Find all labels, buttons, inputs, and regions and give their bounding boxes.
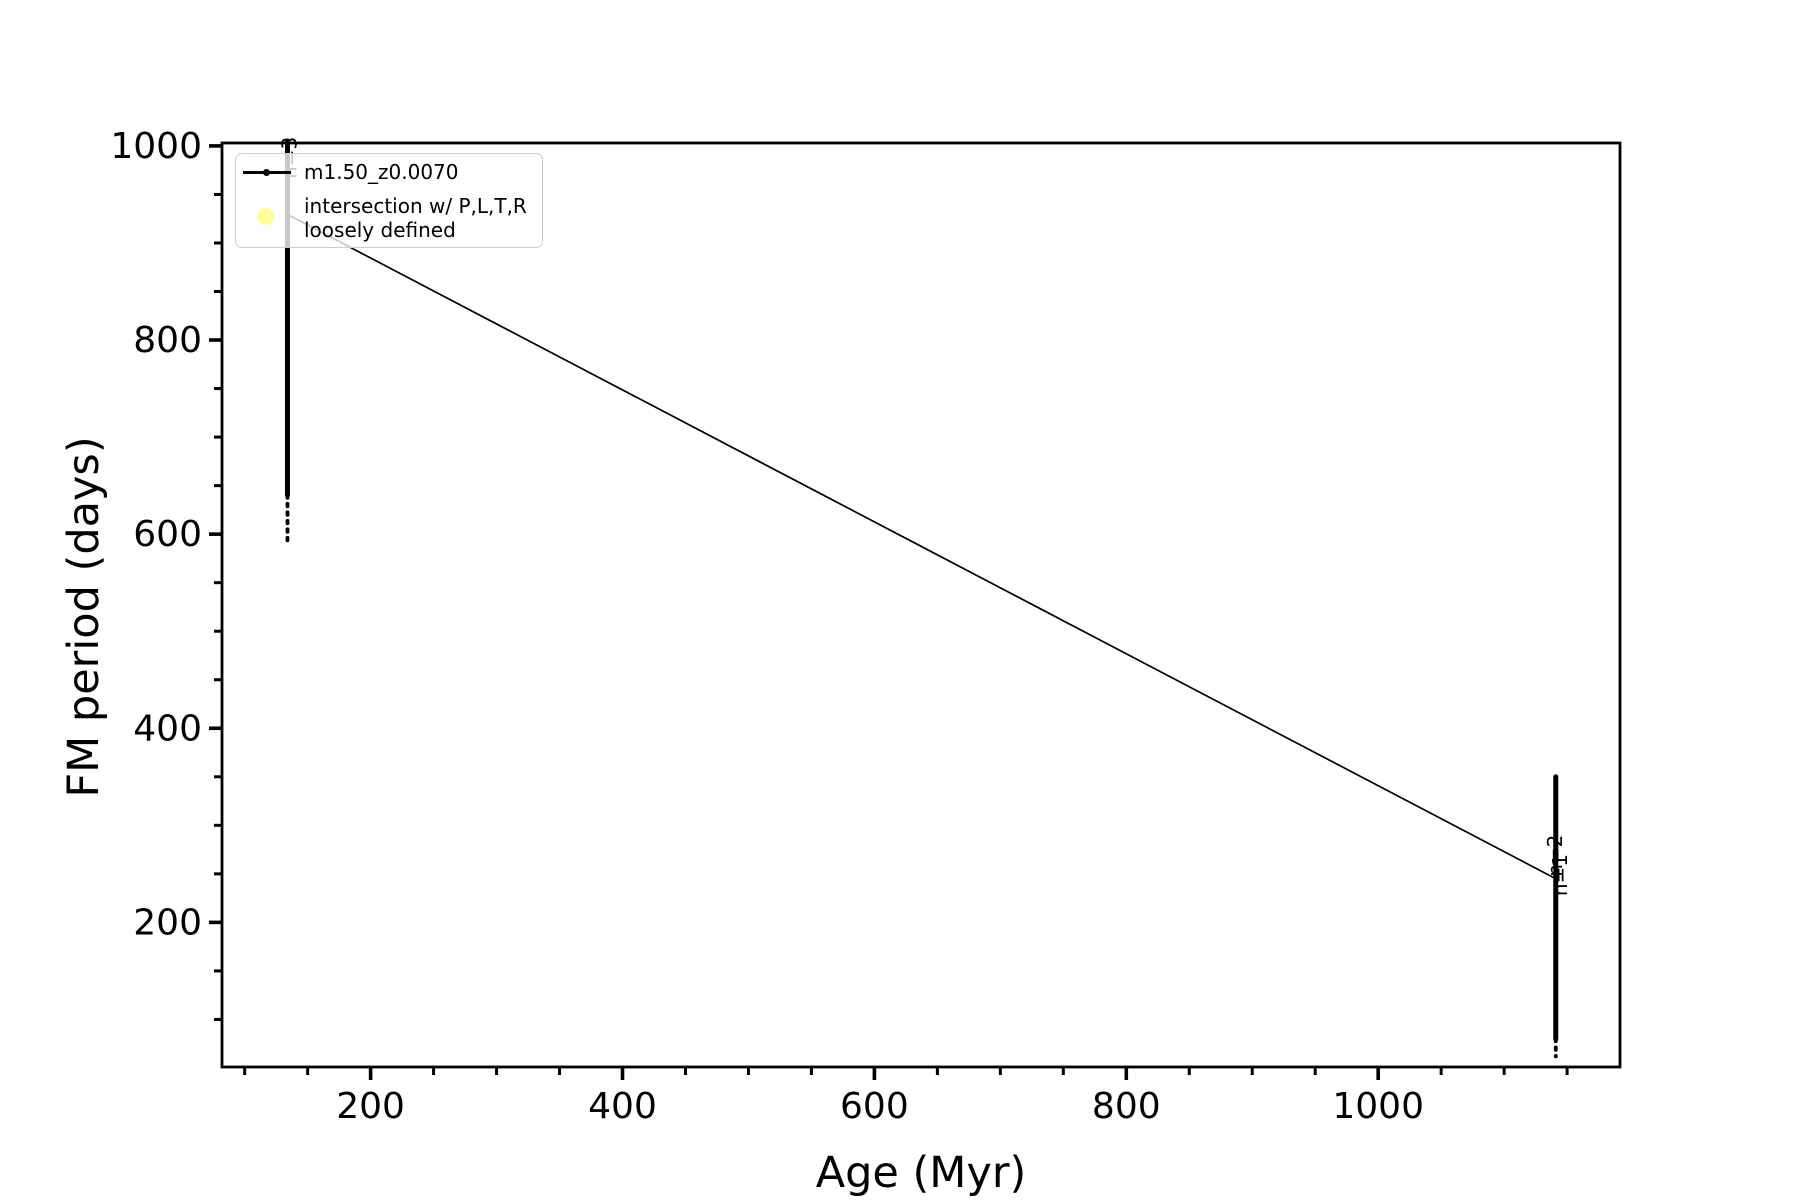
- legend: m1.50_z0.0070 intersection w/ P,L,T,R lo…: [235, 153, 543, 248]
- y-tick-label: 600: [133, 514, 202, 555]
- x-tick-label: 400: [588, 1086, 657, 1127]
- plot-spines: [220, 141, 1622, 1069]
- legend-dot-marker: [263, 168, 270, 176]
- x-tick-label: 200: [336, 1086, 405, 1127]
- x-tick-label: 1000: [1332, 1086, 1424, 1127]
- x-axis-label: Age (Myr): [815, 1148, 1027, 1198]
- y-axis-label: FM period (days): [59, 436, 109, 798]
- legend-label-line-2: loosely defined: [304, 218, 456, 242]
- legend-entry-label: m1.50_z0.0070: [304, 160, 459, 184]
- y-tick-label: 400: [133, 708, 202, 749]
- series-line-segment: [289, 215, 1557, 880]
- x-tick-label: 800: [1092, 1086, 1161, 1127]
- y-tick-label: 800: [133, 320, 202, 361]
- y-tick-label: 200: [133, 902, 202, 943]
- annotation-label: n=2: [1543, 835, 1567, 877]
- legend-entry-label: intersection w/ P,L,T,R loosely defined: [304, 194, 527, 242]
- annotation-label: n=1: [1548, 854, 1572, 896]
- legend-label-line-1: intersection w/ P,L,T,R: [304, 194, 527, 218]
- legend-circle-marker: [257, 208, 274, 225]
- y-tick-label: 1000: [110, 126, 202, 167]
- x-tick-label: 600: [840, 1086, 909, 1127]
